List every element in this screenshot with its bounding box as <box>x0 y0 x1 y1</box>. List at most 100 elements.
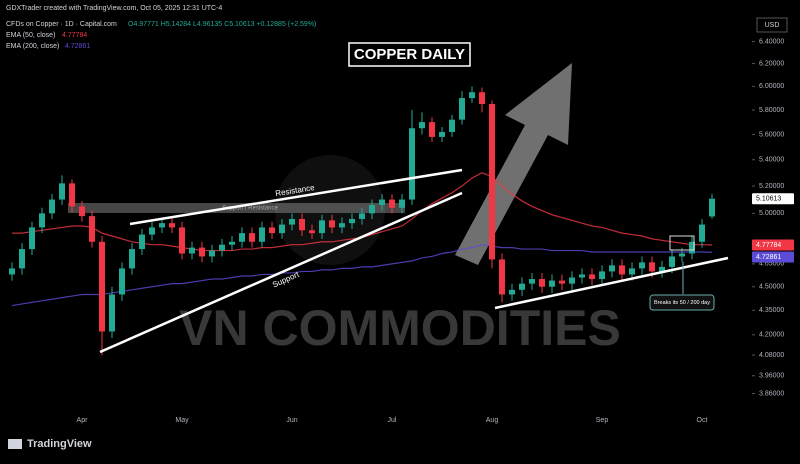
price-label: 4.72861 <box>756 254 781 261</box>
candle-body <box>89 216 95 242</box>
candle-body <box>609 265 615 272</box>
candle-body <box>299 218 305 231</box>
candle-body <box>69 183 75 207</box>
candle-body <box>139 234 145 250</box>
y-tick-label: 5.40000 <box>759 157 784 164</box>
y-tick-label: 5.80000 <box>759 107 784 114</box>
candle-body <box>339 223 345 228</box>
candle-body <box>149 227 155 235</box>
candle-body <box>199 247 205 257</box>
sr-zone-label: Support / Resistance <box>222 206 278 212</box>
title-box <box>348 42 471 67</box>
candle-body <box>419 122 425 129</box>
callout-box <box>649 294 715 311</box>
y-tick-label: 4.35000 <box>759 307 784 314</box>
candle-body <box>559 280 565 284</box>
candle-body <box>569 277 575 284</box>
candle-body <box>479 92 485 105</box>
candle-body <box>239 233 245 242</box>
price-label-bg <box>752 239 794 251</box>
candle-body <box>259 227 265 242</box>
candle-body <box>599 271 605 280</box>
y-tick-label: 3.86000 <box>759 390 784 397</box>
price-label: 4.77784 <box>756 242 781 249</box>
price-label-bg <box>752 251 794 263</box>
brand-logo <box>8 439 22 449</box>
sr-zone <box>68 203 405 213</box>
candle-body <box>219 244 225 251</box>
y-tick-label: 6.40000 <box>759 38 784 45</box>
resistance-line <box>129 168 463 226</box>
candle-body <box>539 279 545 287</box>
candle-body <box>389 199 395 208</box>
candle-body <box>379 199 385 206</box>
candle-body <box>209 250 215 257</box>
candle-body <box>349 218 355 224</box>
candle-body <box>369 205 375 214</box>
candle-body <box>329 220 335 228</box>
x-tick-label: Sep <box>596 417 609 424</box>
candle-body <box>79 206 85 217</box>
breakout-box <box>669 235 695 251</box>
y-tick-label: 5.20000 <box>759 183 784 190</box>
candle-body <box>169 223 175 228</box>
candle-body <box>59 183 65 200</box>
x-tick-label: May <box>175 417 189 424</box>
candle-body <box>269 227 275 234</box>
candle-body <box>309 230 315 234</box>
candle-body <box>179 227 185 254</box>
ohlc: O4.97771 H5.14284 L4.96135 C5.10613 +0.1… <box>128 21 316 28</box>
candle-body <box>679 253 685 257</box>
candle-body <box>449 119 455 132</box>
y-tick-label: 4.50000 <box>759 284 784 291</box>
x-tick-label: Apr <box>77 417 89 424</box>
price-label: 5.10613 <box>756 196 781 203</box>
candle-body <box>249 233 255 242</box>
candle-body <box>579 274 585 278</box>
candle-body <box>129 249 135 269</box>
callout-text: Breaks its 50 / 200 day <box>654 300 710 306</box>
candle-body <box>39 213 45 228</box>
candle-body <box>399 199 405 208</box>
candle-body <box>649 262 655 272</box>
support-line <box>494 256 729 310</box>
currency-box <box>756 17 788 33</box>
candle-body <box>9 268 15 275</box>
brand: TradingView <box>27 438 92 450</box>
candle-body <box>689 241 695 254</box>
symbol: CFDs on Copper · 1D · Capital.com <box>6 21 117 28</box>
candle-body <box>619 265 625 275</box>
legend-entry: EMA (200, close) <box>6 43 59 50</box>
y-tick-label: 6.00000 <box>759 83 784 90</box>
candle-body <box>49 199 55 214</box>
x-tick-label: Oct <box>697 417 708 424</box>
x-tick-label: Jul <box>388 417 397 424</box>
candle-body <box>29 227 35 250</box>
candle-body <box>589 274 595 280</box>
candle-body <box>659 266 665 272</box>
candle-body <box>629 268 635 275</box>
candle-body <box>669 256 675 267</box>
ema-line <box>11 244 713 307</box>
legend-value: 4.77784 <box>62 32 87 39</box>
candle-body <box>109 294 115 332</box>
candle-body <box>709 198 715 217</box>
support-line <box>99 191 463 354</box>
candle-body <box>229 241 235 245</box>
candle-body <box>549 280 555 287</box>
trend-arrow <box>455 63 572 265</box>
candle-body <box>99 241 105 332</box>
watermark: VN COMMODITIES <box>179 300 621 356</box>
currency: USD <box>765 22 780 29</box>
candle-body <box>499 259 505 295</box>
y-tick-label: 4.65000 <box>759 261 784 268</box>
header: GDXTrader created with TradingView.com, … <box>6 5 222 12</box>
candle-body <box>459 98 465 120</box>
candle-body <box>429 122 435 137</box>
candle-body <box>159 223 165 228</box>
candle-body <box>469 92 475 99</box>
y-tick-label: 4.08000 <box>759 352 784 359</box>
legend-value: 4.72861 <box>65 43 90 50</box>
